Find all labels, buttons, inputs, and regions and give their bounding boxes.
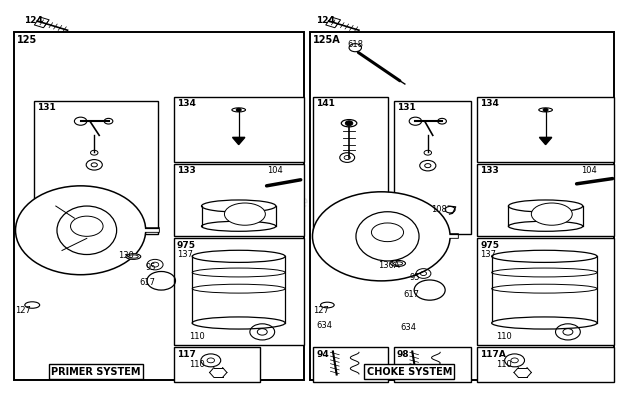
Ellipse shape	[128, 255, 138, 258]
Ellipse shape	[391, 261, 405, 267]
Ellipse shape	[57, 206, 117, 255]
Text: 117: 117	[177, 350, 195, 359]
Circle shape	[236, 108, 241, 112]
Text: 110: 110	[496, 332, 511, 341]
Text: 127: 127	[313, 306, 329, 315]
Bar	[394, 101, 471, 234]
Text: 98: 98	[397, 350, 409, 359]
Bar	[313, 97, 388, 234]
Polygon shape	[232, 137, 245, 145]
Ellipse shape	[531, 203, 572, 225]
Text: 134: 134	[177, 99, 195, 108]
Ellipse shape	[224, 203, 265, 225]
Ellipse shape	[508, 221, 583, 231]
Text: 131: 131	[37, 103, 56, 112]
Text: 110: 110	[189, 332, 205, 341]
Text: 104: 104	[267, 166, 282, 175]
Text: 617: 617	[404, 290, 420, 299]
Text: 130A: 130A	[378, 261, 400, 269]
Text: 94: 94	[316, 350, 329, 359]
Text: 634: 634	[400, 323, 416, 332]
Text: 110: 110	[189, 360, 205, 368]
Bar	[174, 164, 304, 236]
Bar	[174, 97, 304, 162]
Bar	[313, 347, 388, 382]
Bar	[14, 32, 304, 380]
Ellipse shape	[192, 250, 285, 263]
Text: 117A: 117A	[480, 350, 507, 359]
Text: 108: 108	[431, 205, 447, 214]
Text: PRIMER SYSTEM: PRIMER SYSTEM	[51, 366, 141, 377]
Text: 124: 124	[24, 16, 42, 25]
Ellipse shape	[492, 250, 597, 263]
Text: 618: 618	[347, 40, 363, 49]
Ellipse shape	[312, 192, 450, 281]
Text: 975: 975	[480, 241, 500, 250]
Circle shape	[349, 44, 361, 52]
Text: 131: 131	[397, 103, 415, 112]
Bar	[34, 101, 158, 234]
Text: 134: 134	[480, 99, 499, 108]
Ellipse shape	[492, 317, 597, 329]
Text: 617: 617	[140, 278, 156, 287]
Text: 95: 95	[146, 263, 156, 271]
Text: 127: 127	[15, 306, 31, 315]
Text: 125A: 125A	[313, 35, 341, 45]
Text: 110: 110	[496, 360, 511, 368]
Text: 141: 141	[316, 99, 335, 108]
Bar	[174, 347, 260, 382]
Bar	[477, 347, 614, 382]
Bar	[477, 97, 614, 162]
Bar	[394, 347, 471, 382]
Polygon shape	[539, 137, 552, 145]
Text: 137: 137	[177, 250, 193, 259]
Text: 133: 133	[480, 166, 499, 175]
Text: ereplacementparts.com: ereplacementparts.com	[219, 194, 401, 210]
Ellipse shape	[371, 223, 404, 242]
Circle shape	[543, 108, 548, 112]
Text: CHOKE SYSTEM: CHOKE SYSTEM	[366, 366, 452, 377]
Text: 104: 104	[582, 166, 597, 175]
Ellipse shape	[16, 186, 146, 275]
Text: 634: 634	[316, 321, 332, 330]
Bar	[174, 238, 304, 345]
Text: 133: 133	[177, 166, 195, 175]
Text: 975: 975	[177, 241, 196, 250]
Ellipse shape	[394, 262, 403, 265]
Ellipse shape	[71, 216, 103, 236]
Text: 137: 137	[480, 250, 497, 259]
Circle shape	[345, 121, 353, 126]
Text: 130: 130	[118, 251, 134, 260]
Ellipse shape	[202, 221, 276, 231]
Text: 124: 124	[316, 16, 335, 25]
Text: 125: 125	[17, 35, 37, 45]
Text: 95: 95	[409, 273, 420, 282]
Ellipse shape	[192, 317, 285, 329]
Ellipse shape	[126, 254, 141, 259]
Bar	[477, 164, 614, 236]
Ellipse shape	[356, 212, 419, 261]
Bar	[310, 32, 614, 380]
Bar	[477, 238, 614, 345]
Ellipse shape	[202, 200, 276, 212]
Ellipse shape	[341, 120, 356, 127]
Ellipse shape	[508, 200, 583, 212]
